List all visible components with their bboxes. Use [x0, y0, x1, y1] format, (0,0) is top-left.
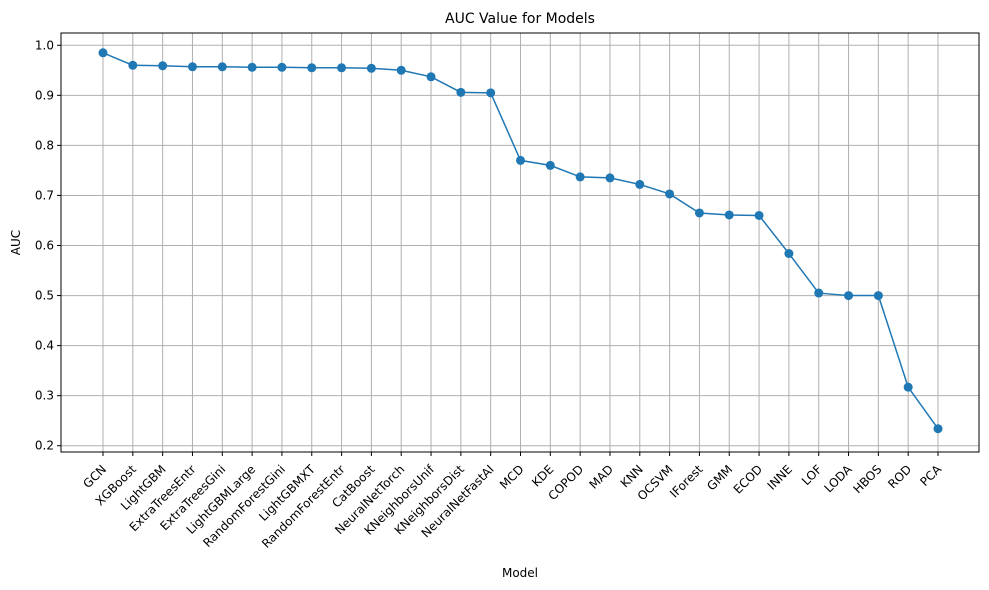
x-tick-label: ROD: [885, 462, 914, 491]
data-point: [426, 72, 436, 82]
y-tick-label: 0.2: [35, 439, 54, 453]
data-point: [724, 210, 734, 220]
x-tick-label: ECOD: [731, 462, 765, 496]
data-point: [665, 189, 675, 199]
x-tick-label: IForest: [667, 462, 706, 501]
data-point: [575, 172, 585, 182]
data-point: [605, 173, 615, 183]
x-tick-label: MAD: [587, 462, 617, 492]
x-tick-label: MCD: [497, 462, 527, 492]
data-point: [187, 62, 197, 72]
data-point: [128, 60, 138, 70]
y-tick-label: 0.8: [35, 138, 54, 152]
x-tick-label: INNE: [765, 462, 795, 492]
data-point: [217, 62, 227, 72]
y-tick-label: 1.0: [35, 38, 54, 52]
data-point: [247, 62, 257, 72]
y-axis-label: AUC: [9, 230, 23, 255]
y-tick-label: 0.7: [35, 188, 54, 202]
data-point: [844, 291, 854, 301]
y-tick-label: 0.9: [35, 88, 54, 102]
y-tick-label: 0.6: [35, 239, 54, 253]
data-point: [694, 208, 704, 218]
data-point: [337, 63, 347, 73]
x-tick-label: LOF: [799, 462, 825, 488]
data-point: [933, 424, 943, 434]
data-point: [873, 291, 883, 301]
data-point: [784, 249, 794, 259]
data-point: [366, 63, 376, 73]
data-point: [814, 288, 824, 298]
y-axis-ticks: 0.2 0.3 0.4 0.5 0.6 0.7 0.8 0.9 1.0: [35, 38, 61, 453]
data-point: [903, 382, 913, 392]
data-point: [754, 210, 764, 220]
data-point: [545, 160, 555, 170]
y-tick-label: 0.5: [35, 289, 54, 303]
data-point: [396, 65, 406, 75]
x-tick-label: LODA: [821, 462, 855, 496]
data-point: [158, 61, 168, 71]
x-tick-label: PCA: [917, 462, 944, 489]
grid-lines: [61, 33, 979, 452]
data-point: [277, 62, 287, 72]
data-point: [456, 87, 466, 97]
data-point: [98, 48, 108, 58]
y-tick-label: 0.4: [35, 339, 54, 353]
data-point: [635, 179, 645, 189]
x-axis-ticks: GCNXGBoostLightGBMExtraTreesEntrExtraTre…: [80, 452, 945, 551]
x-tick-label: HBOS: [850, 462, 884, 496]
data-point: [486, 88, 496, 98]
data-point: [307, 63, 317, 73]
x-axis-label: Model: [502, 566, 538, 580]
x-tick-label: GMM: [704, 462, 735, 493]
y-tick-label: 0.3: [35, 389, 54, 403]
data-point: [516, 155, 525, 165]
chart-title: AUC Value for Models: [445, 11, 595, 27]
data-points: [98, 48, 943, 434]
